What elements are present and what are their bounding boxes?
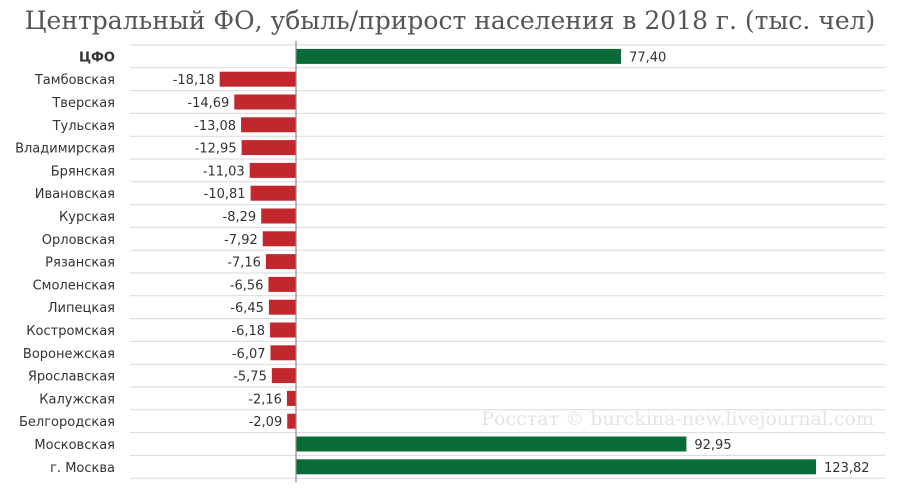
category-label: Тверская (51, 96, 115, 111)
data-label: 123,82 (824, 461, 870, 476)
category-label: Рязанская (45, 256, 115, 271)
bar (296, 436, 687, 452)
data-label: -12,95 (195, 142, 237, 157)
category-label: Ивановская (35, 187, 115, 202)
data-label: 92,95 (694, 438, 731, 453)
data-label: -7,16 (227, 256, 261, 271)
bar (270, 322, 296, 338)
bar (286, 390, 296, 406)
data-label: -6,56 (230, 278, 264, 293)
category-label: Ярославская (28, 370, 115, 385)
bar (219, 71, 296, 87)
data-label: -2,09 (249, 415, 283, 430)
category-label: Смоленская (33, 278, 115, 293)
bar (296, 48, 622, 64)
bar (241, 140, 296, 156)
bar (287, 413, 296, 429)
data-label: -8,29 (223, 210, 257, 225)
bar (265, 254, 296, 270)
chart-title: Центральный ФО, убыль/прирост населения … (24, 6, 876, 35)
data-label: -6,45 (230, 301, 264, 316)
bar (268, 299, 296, 315)
category-label: Владимирская (15, 142, 115, 157)
bar (261, 208, 296, 224)
category-label: Липецкая (48, 301, 115, 316)
data-label: -6,18 (231, 324, 265, 339)
data-label: -2,16 (248, 392, 282, 407)
category-label: Воронежская (23, 347, 115, 362)
category-label: Белгородская (19, 415, 115, 430)
bar (241, 117, 296, 133)
bar (270, 345, 296, 361)
bar (296, 459, 817, 475)
category-label: Орловская (42, 233, 115, 248)
bar (271, 368, 296, 384)
bar (250, 185, 296, 201)
data-label: -7,92 (224, 233, 258, 248)
bar (249, 162, 296, 178)
bar (268, 276, 296, 292)
bar (234, 94, 296, 110)
category-label: Брянская (51, 164, 115, 179)
data-label: -14,69 (187, 96, 229, 111)
data-label: -11,03 (203, 164, 245, 179)
data-label: -13,08 (194, 119, 236, 134)
data-label: 77,40 (629, 50, 666, 65)
data-label: -6,07 (232, 347, 266, 362)
category-label: Костромская (26, 324, 115, 339)
watermark: Росстат © burckina-new.livejournal.com (481, 408, 874, 430)
category-label: ЦФО (79, 50, 115, 65)
bar (262, 231, 296, 247)
category-label: Курская (59, 210, 115, 225)
category-label: Московская (34, 438, 115, 453)
category-label: г. Москва (50, 461, 115, 476)
category-label: Калужская (39, 392, 115, 407)
data-label: -18,18 (173, 73, 215, 88)
category-label: Тамбовская (34, 73, 115, 88)
category-label: Тульская (52, 119, 115, 134)
data-label: -10,81 (204, 187, 246, 202)
data-label: -5,75 (233, 370, 267, 385)
